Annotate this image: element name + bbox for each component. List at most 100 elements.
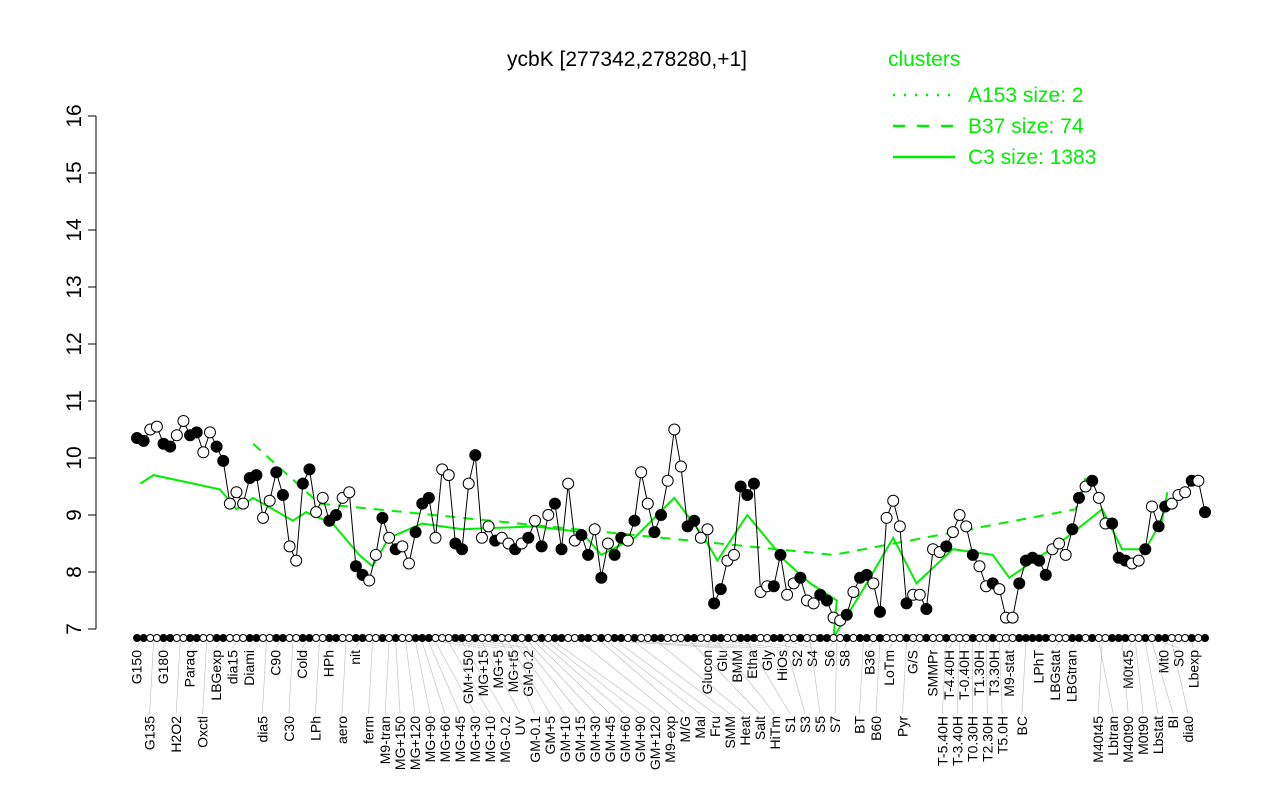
data-point (622, 535, 633, 546)
x-tick-label: MG+120 (407, 716, 423, 770)
data-point (576, 529, 587, 540)
data-point (563, 478, 574, 489)
x-tick-label: M9-stat (1001, 650, 1017, 697)
rug-mark (764, 635, 771, 642)
rug-mark (333, 635, 340, 642)
y-tick-label: 13 (63, 275, 86, 298)
rug-mark (293, 635, 300, 642)
rug-mark (1075, 635, 1082, 642)
x-label-leader (1022, 642, 1026, 714)
rug-mark (671, 635, 678, 642)
rug-mark (472, 635, 479, 642)
rug-mark (492, 635, 499, 642)
rug-mark (565, 635, 572, 642)
rug-mark (505, 635, 512, 642)
rug-mark (810, 635, 817, 642)
x-tick-label: M9-exp (662, 716, 678, 763)
x-label-leader (1128, 642, 1132, 648)
rug-mark (896, 635, 903, 642)
x-tick-label: G180 (155, 650, 171, 684)
rug-mark (366, 635, 373, 642)
rug-mark (644, 635, 651, 642)
data-point (483, 521, 494, 532)
data-point (642, 498, 653, 509)
x-tick-label: Oxctl (195, 716, 211, 748)
rug-mark (1049, 635, 1056, 642)
rug-mark (220, 635, 227, 642)
data-point (914, 589, 925, 600)
rug-mark (1082, 635, 1089, 642)
data-point (821, 595, 832, 606)
x-tick-label: nit (347, 650, 363, 665)
rug-mark (803, 635, 810, 642)
rug-mark (1102, 635, 1109, 642)
rug-mark (578, 635, 585, 642)
rug-mark (956, 635, 963, 642)
x-tick-label: B36 (861, 650, 877, 675)
data-point (304, 464, 315, 475)
data-point (397, 541, 408, 552)
rug-mark (1022, 635, 1029, 642)
x-tick-label: C90 (268, 650, 284, 676)
legend-entry-a153: A153 size: 2 (968, 84, 1084, 107)
data-point (636, 467, 647, 478)
x-label-leader (203, 642, 207, 714)
rug-mark (538, 635, 545, 642)
data-point (364, 575, 375, 586)
data-point (463, 478, 474, 489)
rug-mark (372, 635, 379, 642)
rug-mark (399, 635, 406, 642)
rug-mark (910, 635, 917, 642)
rug-mark (478, 635, 485, 642)
x-label-leader (368, 642, 372, 714)
data-point (1034, 555, 1045, 566)
rug-mark (180, 635, 187, 642)
data-point (1014, 578, 1025, 589)
rug-mark (989, 635, 996, 642)
data-point (961, 521, 972, 532)
y-tick-label: 15 (63, 161, 86, 184)
x-tick-label: Pyr (894, 716, 910, 737)
data-point (874, 606, 885, 617)
rug-mark (352, 635, 359, 642)
x-label-leader (1098, 642, 1102, 714)
data-point (291, 555, 302, 566)
data-point (251, 470, 262, 481)
rug-mark (604, 635, 611, 642)
rug-mark (452, 635, 459, 642)
x-label-leader (355, 642, 359, 648)
rug-mark (890, 635, 897, 642)
rug-mark (339, 635, 346, 642)
rug-mark (830, 635, 837, 642)
x-label-leader (262, 642, 266, 714)
x-tick-label: M0t90 (1135, 716, 1151, 755)
rug-mark (226, 635, 233, 642)
rug-mark (1002, 635, 1009, 642)
rug-mark (346, 635, 353, 642)
rug-mark (445, 635, 452, 642)
x-label-leader (302, 642, 306, 648)
x-tick-label: G/S (904, 650, 920, 674)
x-tick-label: SMMPr (924, 650, 940, 697)
x-tick-label: M40t45 (1090, 716, 1106, 763)
data-point (602, 538, 613, 549)
data-point (1107, 518, 1118, 529)
x-label-leader (329, 642, 333, 648)
rug-mark (658, 635, 665, 642)
data-point (841, 609, 852, 620)
rug-mark (677, 635, 684, 642)
rug-mark (724, 635, 731, 642)
data-point (430, 532, 441, 543)
x-label-leader (601, 642, 685, 714)
data-point (1200, 507, 1211, 518)
x-label-leader (385, 642, 389, 714)
x-tick-label: Cold (294, 650, 310, 679)
rug-mark (631, 635, 638, 642)
rug-mark (173, 635, 180, 642)
x-tick-label: S5 (812, 716, 828, 733)
x-label-leader (150, 642, 154, 714)
x-tick-label: UV (512, 715, 528, 735)
rug-mark (266, 635, 273, 642)
rug-mark (279, 635, 286, 642)
legend-title: clusters (888, 48, 960, 71)
